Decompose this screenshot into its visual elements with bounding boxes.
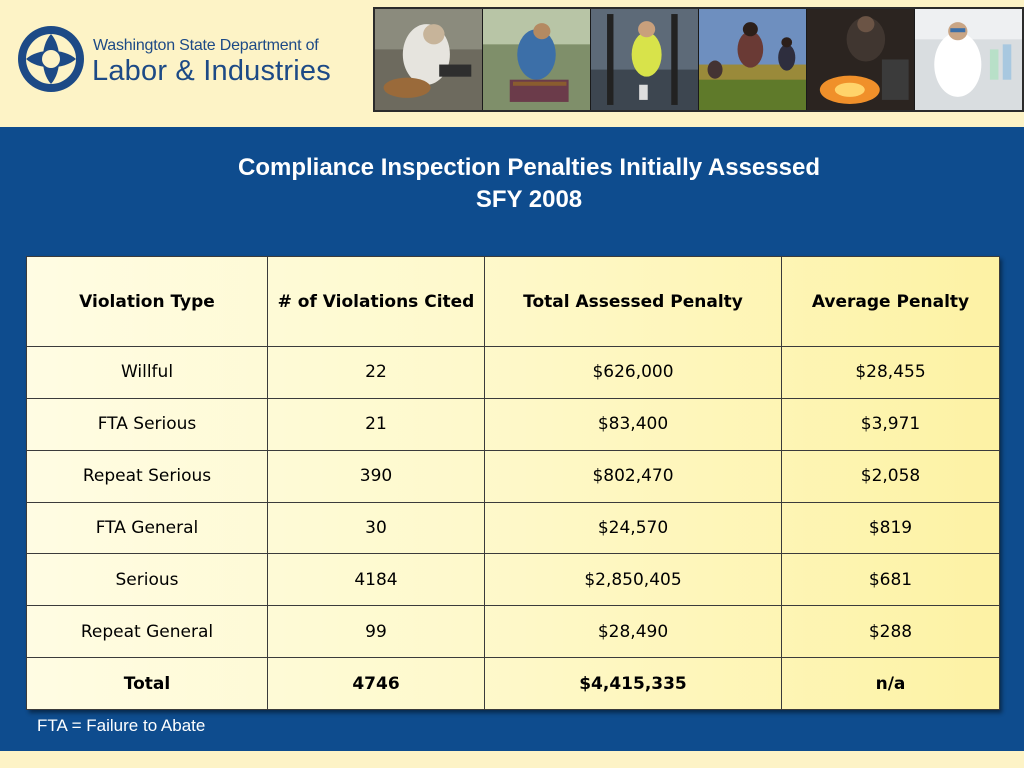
total-average-cell: n/a [781, 657, 1000, 710]
total-label-cell: Total [26, 657, 268, 710]
violations-cited-cell: 30 [267, 501, 485, 555]
logo-agency-name: Labor & Industries [92, 55, 331, 87]
worker-welding-photo [807, 9, 915, 110]
violation-type-cell: Repeat Serious [26, 449, 268, 503]
table-row: Willful 22 $626,000 $28,455 [26, 346, 1000, 399]
header-banner: Washington State Department of Labor & I… [0, 0, 1024, 127]
violations-cited-cell: 99 [267, 605, 485, 659]
total-penalty-sum-cell: $4,415,335 [484, 657, 782, 710]
violations-cited-cell: 390 [267, 449, 485, 503]
violations-cited-cell: 4184 [267, 553, 485, 607]
photo-strip [373, 7, 1024, 112]
worker-vest-photo [591, 9, 699, 110]
column-header-violation-type: Violation Type [26, 256, 268, 347]
column-header-violations-cited: # of Violations Cited [267, 256, 485, 347]
column-header-average-penalty: Average Penalty [781, 256, 1000, 347]
average-penalty-cell: $2,058 [781, 449, 1000, 503]
column-header-total-penalty: Total Assessed Penalty [484, 256, 782, 347]
total-penalty-cell: $626,000 [484, 346, 782, 399]
lni-logo-icon [18, 26, 84, 92]
table-total-row: Total 4746 $4,415,335 n/a [26, 657, 1000, 710]
table-row: Repeat Serious 390 $802,470 $2,058 [26, 449, 1000, 503]
table-row: Serious 4184 $2,850,405 $681 [26, 553, 1000, 607]
violations-cited-cell: 22 [267, 346, 485, 399]
total-penalty-cell: $83,400 [484, 397, 782, 451]
table-row: Repeat General 99 $28,490 $288 [26, 605, 1000, 659]
table-row: FTA General 30 $24,570 $819 [26, 501, 1000, 555]
average-penalty-cell: $28,455 [781, 346, 1000, 399]
average-penalty-cell: $681 [781, 553, 1000, 607]
worker-harvest-photo [483, 9, 591, 110]
average-penalty-cell: $3,971 [781, 397, 1000, 451]
table-header-row: Violation Type # of Violations Cited Tot… [26, 256, 1000, 347]
total-penalty-cell: $28,490 [484, 605, 782, 659]
agency-logo[interactable]: Washington State Department of Labor & I… [16, 24, 336, 94]
penalties-table: Violation Type # of Violations Cited Tot… [26, 256, 1000, 710]
table-row: FTA Serious 21 $83,400 $3,971 [26, 397, 1000, 451]
title-line-1: Compliance Inspection Penalties Initiall… [238, 154, 820, 181]
slide-body: Compliance Inspection Penalties Initiall… [0, 127, 1024, 751]
violation-type-cell: Repeat General [26, 605, 268, 659]
worker-grinding-photo [375, 9, 483, 110]
title-line-2: SFY 2008 [475, 186, 583, 213]
footnote: FTA = Failure to Abate [37, 716, 206, 735]
total-penalty-cell: $802,470 [484, 449, 782, 503]
penalties-table-container: Violation Type # of Violations Cited Tot… [26, 256, 1000, 710]
violation-type-cell: Serious [26, 553, 268, 607]
page-title: Compliance Inspection Penalties Initiall… [0, 152, 1024, 216]
field-workers-photo [699, 9, 807, 110]
violation-type-cell: FTA Serious [26, 397, 268, 451]
average-penalty-cell: $288 [781, 605, 1000, 659]
footer-strip [0, 751, 1024, 768]
violation-type-cell: Willful [26, 346, 268, 399]
total-penalty-cell: $24,570 [484, 501, 782, 555]
lab-worker-photo [915, 9, 1022, 110]
violation-type-cell: FTA General [26, 501, 268, 555]
total-violations-cell: 4746 [267, 657, 485, 710]
violations-cited-cell: 21 [267, 397, 485, 451]
average-penalty-cell: $819 [781, 501, 1000, 555]
logo-agency-line: Washington State Department of [93, 37, 319, 54]
total-penalty-cell: $2,850,405 [484, 553, 782, 607]
